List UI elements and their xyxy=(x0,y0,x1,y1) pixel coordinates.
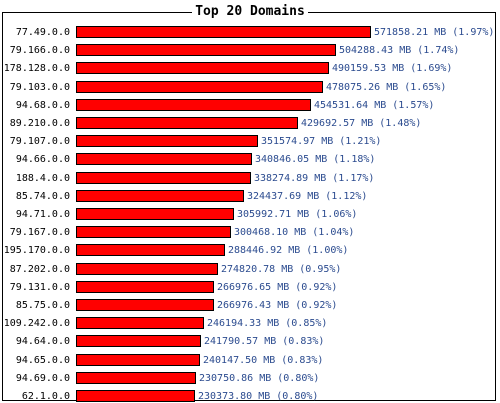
value-label: 246194.33 MB (0.85%) xyxy=(207,318,327,329)
bar xyxy=(76,335,201,347)
chart-title: Top 20 Domains xyxy=(0,3,500,20)
category-label: 109.242.0.0 xyxy=(4,318,70,329)
value-label: 478075.26 MB (1.65%) xyxy=(326,82,446,93)
bar xyxy=(76,117,298,129)
bar xyxy=(76,372,196,384)
value-label: 504288.43 MB (1.74%) xyxy=(339,45,459,56)
value-label: 274820.78 MB (0.95%) xyxy=(221,264,341,275)
bar xyxy=(76,135,258,147)
category-label: 77.49.0.0 xyxy=(16,27,70,38)
value-label: 230750.86 MB (0.80%) xyxy=(199,373,319,384)
value-label: 351574.97 MB (1.21%) xyxy=(261,136,381,147)
category-label: 195.170.0.0 xyxy=(4,245,70,256)
chart-title-text: Top 20 Domains xyxy=(192,4,308,19)
category-label: 89.210.0.0 xyxy=(10,118,70,129)
category-label: 85.74.0.0 xyxy=(16,191,70,202)
value-label: 305992.71 MB (1.06%) xyxy=(237,209,357,220)
value-labels: 571858.21 MB (1.97%) 504288.43 MB (1.74%)… xyxy=(198,27,494,402)
bar xyxy=(76,299,214,311)
category-label: 94.68.0.0 xyxy=(16,100,70,111)
category-label: 94.69.0.0 xyxy=(16,373,70,384)
value-label: 266976.43 MB (0.92%) xyxy=(217,300,337,311)
bar xyxy=(76,62,329,74)
value-label: 454531.64 MB (1.57%) xyxy=(314,100,434,111)
bar xyxy=(76,172,251,184)
category-label: 79.167.0.0 xyxy=(10,227,70,238)
category-label: 79.166.0.0 xyxy=(10,45,70,56)
category-label: 79.107.0.0 xyxy=(10,136,70,147)
category-label: 94.71.0.0 xyxy=(16,209,70,220)
bar xyxy=(76,317,204,329)
bar xyxy=(76,99,311,111)
value-label: 300468.10 MB (1.04%) xyxy=(234,227,354,238)
category-label: 85.75.0.0 xyxy=(16,300,70,311)
bar xyxy=(76,263,218,275)
value-label: 241790.57 MB (0.83%) xyxy=(204,336,324,347)
bars xyxy=(76,26,371,402)
category-label: 79.131.0.0 xyxy=(10,282,70,293)
bar xyxy=(76,26,371,38)
bar xyxy=(76,354,200,366)
bar xyxy=(76,226,231,238)
bar xyxy=(76,44,336,56)
bar xyxy=(76,190,244,202)
category-label: 94.65.0.0 xyxy=(16,355,70,366)
category-label: 94.64.0.0 xyxy=(16,336,70,347)
category-label: 62.1.0.0 xyxy=(22,391,70,402)
bar xyxy=(76,390,195,402)
value-label: 288446.92 MB (1.00%) xyxy=(228,245,348,256)
category-labels: 77.49.0.0 79.166.0.0 178.128.0.0 79.103.0.0… xyxy=(4,27,70,402)
value-label: 338274.89 MB (1.17%) xyxy=(254,173,374,184)
bar xyxy=(76,81,323,93)
value-label: 490159.53 MB (1.69%) xyxy=(332,63,452,74)
value-label: 240147.50 MB (0.83%) xyxy=(203,355,323,366)
bar xyxy=(76,281,214,293)
value-label: 340846.05 MB (1.18%) xyxy=(255,154,375,165)
category-label: 87.202.0.0 xyxy=(10,264,70,275)
bar xyxy=(76,153,252,165)
category-label: 188.4.0.0 xyxy=(16,173,70,184)
value-label: 324437.69 MB (1.12%) xyxy=(247,191,367,202)
value-label: 230373.80 MB (0.80%) xyxy=(198,391,318,402)
bar xyxy=(76,244,225,256)
category-label: 79.103.0.0 xyxy=(10,82,70,93)
value-label: 571858.21 MB (1.97%) xyxy=(374,27,494,38)
category-label: 178.128.0.0 xyxy=(4,63,70,74)
value-label: 429692.57 MB (1.48%) xyxy=(301,118,421,129)
value-label: 266976.65 MB (0.92%) xyxy=(217,282,337,293)
bar xyxy=(76,208,234,220)
category-label: 94.66.0.0 xyxy=(16,154,70,165)
